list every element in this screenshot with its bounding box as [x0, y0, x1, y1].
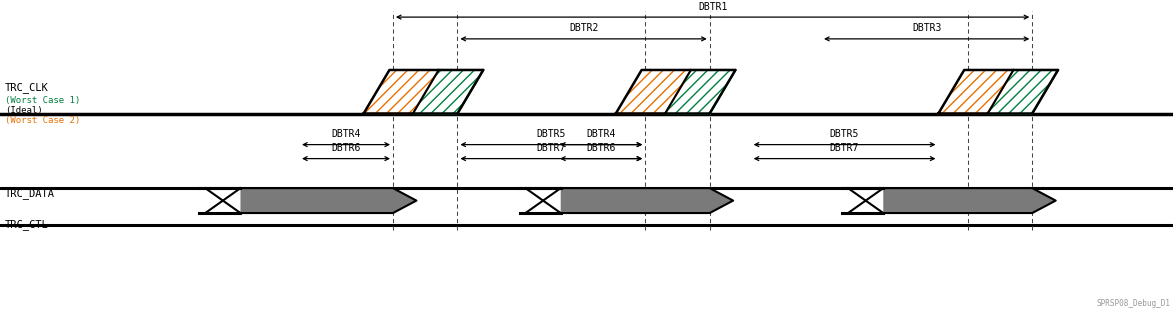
Text: DBTR5: DBTR5	[829, 129, 860, 139]
Text: DBTR7: DBTR7	[829, 143, 860, 153]
Text: DBTR7: DBTR7	[536, 143, 567, 153]
Polygon shape	[561, 188, 733, 213]
Text: (Worst Case 1): (Worst Case 1)	[5, 96, 80, 104]
Polygon shape	[988, 70, 1058, 114]
Polygon shape	[413, 70, 483, 114]
Text: DBTR6: DBTR6	[586, 143, 616, 153]
Polygon shape	[883, 188, 1056, 213]
Polygon shape	[938, 70, 1013, 114]
Polygon shape	[616, 70, 691, 114]
Polygon shape	[665, 70, 735, 114]
Text: DBTR2: DBTR2	[569, 23, 598, 33]
Text: DBTR4: DBTR4	[586, 129, 616, 139]
Text: DBTR6: DBTR6	[331, 143, 361, 153]
Text: SPRSP08_Debug_D1: SPRSP08_Debug_D1	[1097, 299, 1171, 308]
Polygon shape	[364, 70, 439, 114]
Text: DBTR4: DBTR4	[331, 129, 361, 139]
Text: TRC_CTL: TRC_CTL	[5, 219, 48, 230]
Text: (Ideal): (Ideal)	[5, 106, 42, 115]
Text: DBTR5: DBTR5	[536, 129, 567, 139]
Text: DBTR3: DBTR3	[911, 23, 942, 33]
Text: TRC_CLK: TRC_CLK	[5, 81, 48, 93]
Polygon shape	[240, 188, 416, 213]
Text: (Worst Case 2): (Worst Case 2)	[5, 116, 80, 125]
Text: DBTR1: DBTR1	[698, 2, 727, 12]
Text: TRC_DATA: TRC_DATA	[5, 188, 55, 199]
